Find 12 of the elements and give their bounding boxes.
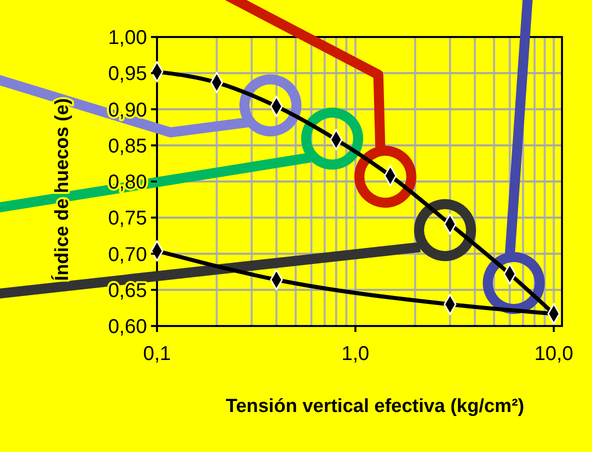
y-axis-title: Índice de huecos (e) bbox=[51, 98, 73, 281]
x-tick-label: 0,1 bbox=[143, 343, 171, 365]
y-tick-label: 0,65 bbox=[108, 280, 147, 302]
x-tick-label: 1,0 bbox=[341, 343, 370, 365]
y-tick-label: 0,60 bbox=[108, 316, 147, 338]
y-tick-label: 1,00 bbox=[108, 27, 147, 49]
y-tick-label: 0,95 bbox=[108, 63, 147, 86]
y-tick-label: 0,70 bbox=[108, 244, 147, 266]
x-axis-title: Tensión vertical efectiva (kg/cm²) bbox=[226, 396, 524, 417]
x-tick-label: 10,0 bbox=[534, 343, 574, 365]
y-tick-label: 0,85 bbox=[108, 135, 147, 158]
y-tick-label: 0,75 bbox=[108, 208, 147, 230]
